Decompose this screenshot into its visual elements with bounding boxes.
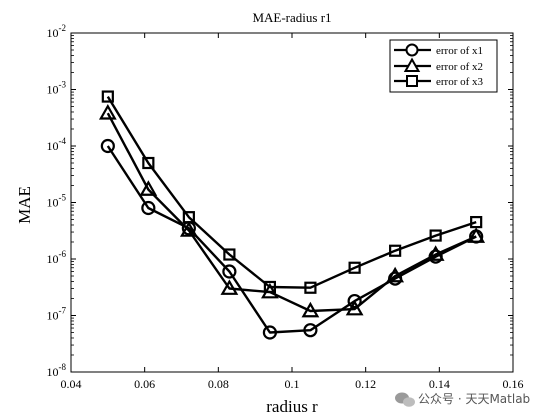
legend-item-x1: error of x1 (394, 43, 483, 57)
data-point-square (263, 280, 276, 294)
watermark: 公众号 · 天天Matlab (395, 392, 530, 407)
y-tick-label: 10-6 (47, 249, 67, 266)
data-point-square (429, 229, 442, 242)
data-point-square (348, 261, 361, 274)
legend-marker-square (406, 75, 418, 87)
legend: error of x1 error of x2 error of x3 (389, 39, 498, 93)
data-point-triangle (220, 279, 239, 295)
data-point-square (389, 244, 402, 257)
legend-item-x2: error of x2 (394, 57, 483, 73)
x-tick-label: 0.08 (208, 377, 229, 391)
data-point-triangle (179, 221, 198, 237)
y-axis-label: MAE (15, 186, 34, 224)
data-point-circle (141, 200, 156, 216)
data-point-triangle (426, 245, 445, 261)
legend-marker-circle (405, 43, 419, 57)
legend-label-x2: error of x2 (436, 61, 483, 73)
x-tick-label: 0.14 (429, 377, 450, 391)
series-line-1 (106, 145, 477, 334)
data-point-triangle (139, 180, 158, 196)
x-axis-label: radius r (266, 397, 318, 416)
legend-label-x3: error of x3 (436, 76, 484, 88)
data-point-triangle (467, 227, 486, 243)
data-point-circle (347, 293, 362, 309)
data-point-square (142, 156, 155, 170)
chart-title: MAE-radius r1 (252, 10, 331, 25)
data-point-triangle (345, 299, 364, 316)
legend-label-x1: error of x1 (436, 45, 483, 57)
data-point-square (223, 248, 236, 261)
legend-item-x3: error of x3 (394, 75, 484, 88)
data-point-triangle (301, 301, 320, 318)
y-tick-label: 10-2 (47, 23, 67, 40)
x-tick-label: 0.16 (503, 377, 524, 391)
data-point-circle (222, 264, 237, 279)
x-tick-label: 0.12 (355, 377, 376, 391)
y-tick-label: 10-5 (47, 193, 67, 210)
legend-marker-triangle (403, 57, 421, 72)
wechat-icon (395, 392, 415, 407)
data-point-circle (262, 325, 277, 340)
y-tick-label: 10-4 (47, 136, 67, 153)
data-point-triangle (386, 266, 405, 283)
data-point-square (470, 215, 483, 229)
y-tick-label: 10-3 (47, 80, 67, 97)
data-point-circle (100, 138, 115, 154)
data-point-square (101, 90, 114, 103)
data-point-circle (303, 323, 318, 338)
x-tick-label: 0.04 (61, 377, 82, 391)
data-point-square (182, 211, 195, 224)
series-line-3 (106, 95, 477, 289)
series-line-2 (106, 112, 477, 313)
y-tick-label: 10-7 (47, 306, 67, 323)
data-point-triangle (98, 104, 117, 120)
data-point-square (304, 281, 317, 294)
x-tick-label: 0.1 (285, 377, 300, 391)
x-tick-label: 0.06 (134, 377, 155, 391)
watermark-text: 公众号 · 天天Matlab (418, 392, 530, 406)
y-tick-label: 10-8 (47, 362, 67, 379)
